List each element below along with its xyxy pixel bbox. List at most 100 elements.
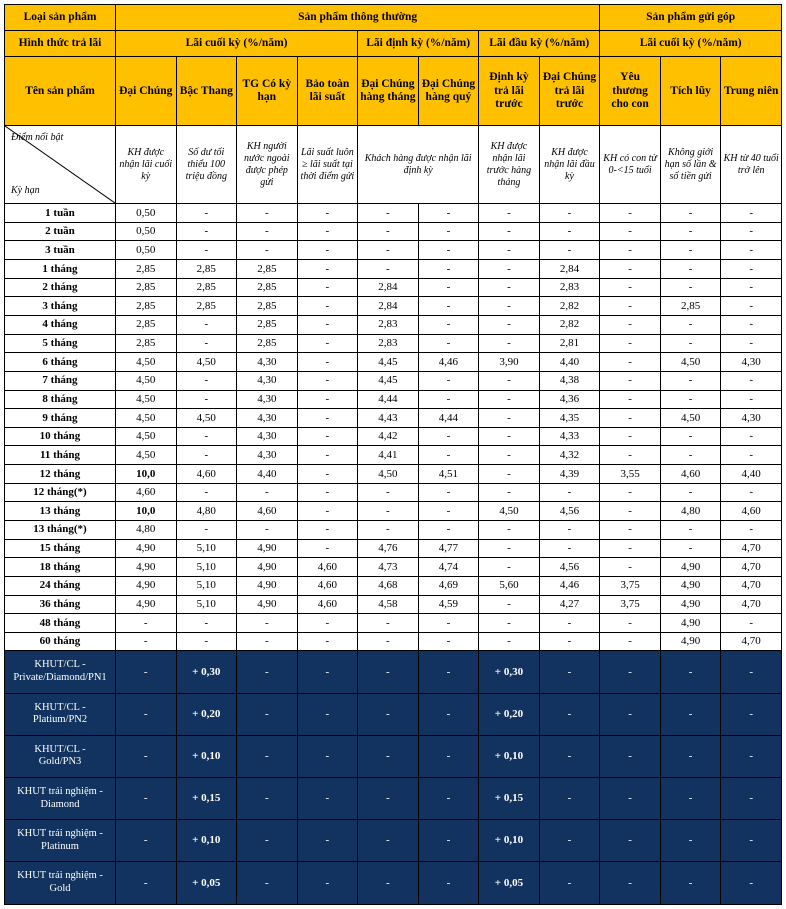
rate-cell: - <box>539 241 600 260</box>
navy-cell: - <box>237 693 298 735</box>
rate-cell: - <box>479 222 540 241</box>
rate-cell: 2,85 <box>237 334 298 353</box>
rate-cell: 4,30 <box>237 427 298 446</box>
navy-row: KHUT trải nghiệm -Gold-+ 0,05----+ 0,05-… <box>5 862 782 904</box>
rate-cell: - <box>418 632 479 651</box>
rate-cell: - <box>358 204 419 223</box>
table-row: 13 tháng10,04,804,60---4,504,56-4,804,60 <box>5 502 782 521</box>
rate-cell: 3,90 <box>479 353 540 372</box>
rate-cell: 4,30 <box>237 371 298 390</box>
term-cell: 48 tháng <box>5 614 116 633</box>
rate-cell: 4,90 <box>237 595 298 614</box>
rate-cell: - <box>176 334 237 353</box>
rate-cell: 0,50 <box>115 204 176 223</box>
rate-cell: - <box>479 632 540 651</box>
rate-cell: - <box>479 297 540 316</box>
navy-cell: - <box>600 862 661 904</box>
navy-cell: - <box>115 820 176 862</box>
rate-cell: 4,30 <box>237 409 298 428</box>
rate-cell: - <box>176 204 237 223</box>
rate-cell: 4,39 <box>539 465 600 484</box>
term-cell: 12 tháng(*) <box>5 483 116 502</box>
rate-cell: - <box>721 204 782 223</box>
navy-cell: - <box>721 651 782 693</box>
rate-cell: - <box>479 278 540 297</box>
rate-cell: - <box>539 520 600 539</box>
rate-cell: - <box>600 278 661 297</box>
rate-cell: 4,59 <box>418 595 479 614</box>
rate-cell: 4,43 <box>358 409 419 428</box>
rate-cell: - <box>600 222 661 241</box>
rate-cell: 2,85 <box>115 334 176 353</box>
rate-cell: - <box>176 520 237 539</box>
navy-cell: - <box>418 820 479 862</box>
navy-cell: - <box>297 735 358 777</box>
rate-cell: - <box>297 278 358 297</box>
term-cell: 15 tháng <box>5 539 116 558</box>
hdr-sp-thong-thuong: Sản phẩm thông thường <box>115 5 599 31</box>
rate-cell: - <box>600 483 661 502</box>
table-row: 15 tháng4,905,104,90-4,764,77----4,70 <box>5 539 782 558</box>
navy-cell: - <box>358 651 419 693</box>
hdr-ten-sp: Tên sản phẩm <box>5 57 116 126</box>
rate-cell: - <box>479 520 540 539</box>
rate-cell: - <box>600 334 661 353</box>
rate-cell: - <box>479 315 540 334</box>
rate-cell: - <box>418 390 479 409</box>
rate-cell: 2,85 <box>176 278 237 297</box>
term-cell: 4 tháng <box>5 315 116 334</box>
rate-cell: - <box>358 222 419 241</box>
rate-cell: - <box>297 502 358 521</box>
rate-cell: - <box>600 241 661 260</box>
rate-cell: - <box>539 614 600 633</box>
rate-cell: 4,50 <box>115 409 176 428</box>
navy-cell: - <box>418 862 479 904</box>
rate-cell: - <box>660 446 721 465</box>
rate-cell: - <box>600 632 661 651</box>
rate-cell: - <box>479 241 540 260</box>
navy-cell: - <box>297 820 358 862</box>
navy-label: KHUT trải nghiệm -Platinum <box>5 820 116 862</box>
rate-cell: 4,50 <box>358 465 419 484</box>
table-row: 18 tháng4,905,104,904,604,734,74-4,56-4,… <box>5 558 782 577</box>
rate-cell: - <box>418 334 479 353</box>
term-cell: 3 tháng <box>5 297 116 316</box>
rate-cell: - <box>418 502 479 521</box>
rate-cell: - <box>237 204 298 223</box>
col-note-9: Không giới hạn số lần & số tiền gửi <box>660 126 721 204</box>
table-row: 2 tuần0,50---------- <box>5 222 782 241</box>
rate-cell: - <box>297 520 358 539</box>
rate-cell: 4,50 <box>660 353 721 372</box>
rate-cell: 4,50 <box>479 502 540 521</box>
rate-cell: - <box>418 260 479 279</box>
navy-cell: - <box>660 735 721 777</box>
rate-cell: 4,33 <box>539 427 600 446</box>
rate-cell: - <box>660 278 721 297</box>
rate-cell: 4,30 <box>237 353 298 372</box>
table-row: 13 tháng(*)4,80---------- <box>5 520 782 539</box>
rate-cell: 4,30 <box>721 409 782 428</box>
rate-cell: - <box>297 409 358 428</box>
rate-cell: - <box>539 204 600 223</box>
col-note-8: KH có con từ 0-<15 tuổi <box>600 126 661 204</box>
term-cell: 3 tuần <box>5 241 116 260</box>
table-header: Loại sản phẩm Sản phẩm thông thường Sản … <box>5 5 782 204</box>
navy-label: KHUT/CL -Gold/PN3 <box>5 735 116 777</box>
rate-cell: - <box>115 632 176 651</box>
rate-cell: 2,83 <box>358 315 419 334</box>
term-cell: 9 tháng <box>5 409 116 428</box>
rate-cell: - <box>600 371 661 390</box>
term-cell: 2 tháng <box>5 278 116 297</box>
rate-cell: 2,83 <box>539 278 600 297</box>
rate-cell: 4,68 <box>358 576 419 595</box>
rate-cell: - <box>600 315 661 334</box>
rate-cell: 4,50 <box>115 371 176 390</box>
rate-cell: - <box>297 483 358 502</box>
col-header-10: Trung niên <box>721 57 782 126</box>
rate-cell: 4,60 <box>721 502 782 521</box>
rate-cell: 4,30 <box>721 353 782 372</box>
rate-cell: - <box>418 278 479 297</box>
rate-cell: - <box>479 446 540 465</box>
rate-cell: - <box>237 483 298 502</box>
rate-cell: - <box>600 614 661 633</box>
